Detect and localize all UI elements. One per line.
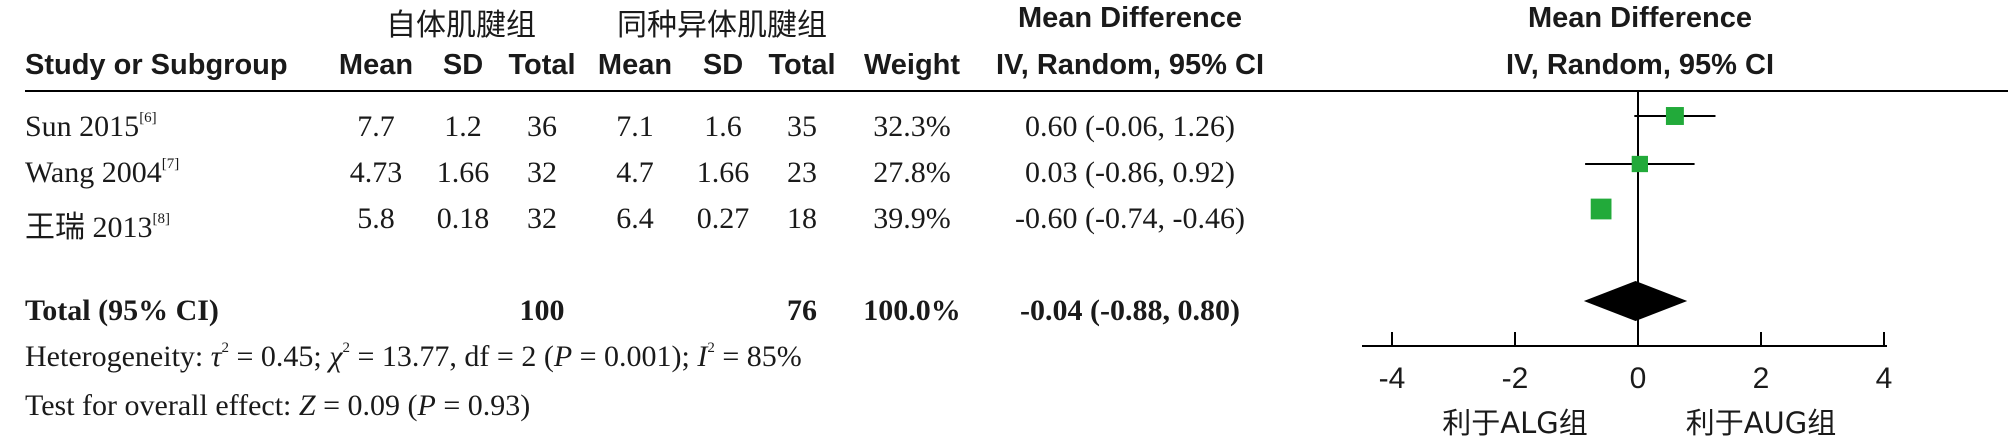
md-title: Mean Difference: [1017, 2, 1243, 34]
study-mean1: 5.8: [357, 202, 395, 235]
group2-header: 同种异体肌腱组: [617, 8, 827, 43]
study-name: Wang 2004[7]: [25, 156, 180, 189]
weight-header: Weight: [863, 49, 961, 81]
study-mean1: 7.7: [357, 110, 395, 143]
group1-header: 自体肌腱组: [386, 8, 536, 43]
study-n2: 35: [787, 110, 817, 143]
study-ci: 0.03 (-0.86, 0.92): [1025, 156, 1235, 189]
overall-effect-line: Test for overall effect: Z = 0.09 (P = 0…: [25, 389, 531, 422]
effect-marker: [1665, 107, 1684, 125]
study-mean2: 4.7: [616, 156, 654, 189]
study-column-header: Study or Subgroup: [25, 49, 288, 81]
total-n1: 100: [519, 294, 565, 327]
study-n2: 18: [787, 202, 817, 235]
study-n1: 36: [527, 110, 557, 143]
x-tick-label: 0: [1630, 362, 1647, 395]
study-weight: 27.8%: [873, 156, 951, 189]
pooled-diamond: [1583, 281, 1688, 321]
total-ci: -0.04 (-0.88, 0.80): [1020, 294, 1240, 327]
sd2-header: SD: [702, 49, 744, 81]
mean1-header: Mean: [338, 49, 414, 81]
study-sd2: 1.6: [704, 110, 742, 143]
study-weight: 39.9%: [873, 202, 951, 235]
x-tick-label: -2: [1502, 362, 1529, 395]
effect-marker: [1590, 198, 1612, 220]
mean2-header: Mean: [597, 49, 673, 81]
study-sd1: 1.2: [444, 110, 482, 143]
x-tick-label: 4: [1876, 362, 1893, 395]
plot-subtitle: IV, Random, 95% CI: [1505, 49, 1775, 81]
total-weight: 100.0%: [863, 294, 961, 327]
study-n1: 32: [527, 202, 557, 235]
study-sd2: 0.27: [696, 202, 750, 235]
favours-left-label: 利于ALG组: [1442, 406, 1587, 440]
total2-header: Total: [768, 49, 836, 81]
heterogeneity-line: Heterogeneity: τ2 = 0.45; χ2 = 13.77, df…: [25, 340, 802, 373]
x-tick-label: 2: [1753, 362, 1770, 395]
study-ci: -0.60 (-0.74, -0.46): [1015, 202, 1245, 235]
total-label: Total (95% CI): [25, 294, 219, 327]
total1-header: Total: [508, 49, 576, 81]
study-weight: 32.3%: [873, 110, 951, 143]
sd1-header: SD: [442, 49, 484, 81]
plot-title: Mean Difference: [1527, 2, 1753, 34]
study-mean1: 4.73: [349, 156, 403, 189]
study-sd1: 1.66: [436, 156, 490, 189]
study-ci: 0.60 (-0.06, 1.26): [1025, 110, 1235, 143]
study-mean2: 6.4: [616, 202, 654, 235]
x-tick-label: -4: [1379, 362, 1406, 395]
study-n1: 32: [527, 156, 557, 189]
header-rule: [25, 90, 2008, 92]
study-name: 王瑞 2013[8]: [25, 211, 170, 244]
study-sd2: 1.66: [696, 156, 750, 189]
md-subtitle: IV, Random, 95% CI: [995, 49, 1265, 81]
study-n2: 23: [787, 156, 817, 189]
favours-right-label: 利于AUG组: [1686, 406, 1837, 440]
effect-marker: [1631, 155, 1648, 173]
total-n2: 76: [787, 294, 817, 327]
study-mean2: 7.1: [616, 110, 654, 143]
study-sd1: 0.18: [436, 202, 490, 235]
study-name: Sun 2015[6]: [25, 110, 157, 143]
